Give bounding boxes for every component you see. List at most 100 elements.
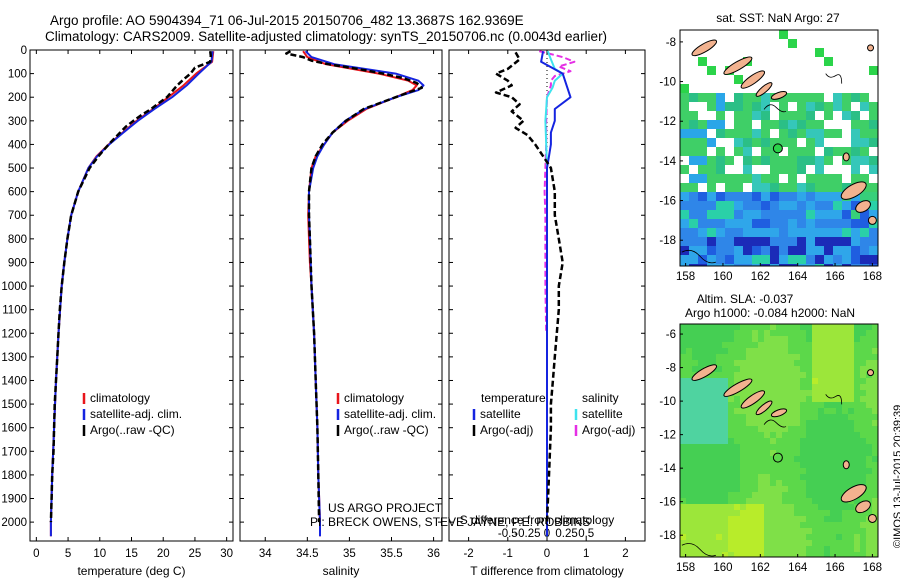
sla-map-cell <box>740 534 746 540</box>
sst-map-cell <box>761 138 770 147</box>
sla-map-cell <box>872 492 878 498</box>
sla-map-cell <box>836 516 842 522</box>
sst-map-cell <box>770 246 779 255</box>
sla-map-cell <box>728 408 734 414</box>
sla-map-cell <box>734 366 740 372</box>
sla-map-cell <box>770 450 776 456</box>
sst-map-cell <box>707 264 716 266</box>
sla-map-cell <box>854 324 860 330</box>
sla-map-cell <box>704 330 710 336</box>
sla-map-cell <box>716 414 722 420</box>
sla-map-cell <box>710 396 716 402</box>
sla-map-cell <box>710 522 716 528</box>
sla-map-cell <box>830 534 836 540</box>
sst-map-cell <box>860 237 869 246</box>
sla-map-cell <box>710 390 716 396</box>
sla-map-cell <box>728 414 734 420</box>
sla-map-cell <box>866 402 872 408</box>
sla-map-cell <box>812 408 818 414</box>
sla-map-cell <box>686 534 692 540</box>
sla-map-cell <box>836 408 842 414</box>
sla-map-cell <box>854 384 860 390</box>
sla-map-cell <box>848 402 854 408</box>
sst-map-cell <box>779 102 788 111</box>
sla-map-cell <box>854 540 860 546</box>
sla-map-cell <box>746 540 752 546</box>
sla-map-cell <box>842 402 848 408</box>
sla-map-cell <box>764 342 770 348</box>
sla-map-cell <box>830 444 836 450</box>
sst-map-cell <box>761 228 770 237</box>
sla-map-cell <box>758 336 764 342</box>
sla-map-cell <box>770 540 776 546</box>
sla-map-cell <box>680 402 686 408</box>
sla-map-cell <box>722 438 728 444</box>
sla-map-cell <box>860 468 866 474</box>
sla-map-cell <box>836 504 842 510</box>
sla-map-cell <box>686 438 692 444</box>
sst-map-cell <box>707 246 716 255</box>
sla-map-cell <box>806 360 812 366</box>
sla-map-cell <box>806 528 812 534</box>
sla-map-cell <box>818 414 824 420</box>
sla-map-cell <box>686 450 692 456</box>
sla-map-cell <box>680 462 686 468</box>
sla-map-cell <box>710 504 716 510</box>
sla-map-cell <box>794 336 800 342</box>
salinity-xtick-label: 35 <box>343 548 356 560</box>
sst-map-cell <box>761 219 770 228</box>
sla-map-cell <box>800 360 806 366</box>
sla-map-cell <box>794 432 800 438</box>
sla-map-cell <box>728 456 734 462</box>
sla-map-cell <box>686 456 692 462</box>
sla-map-cell <box>836 426 842 432</box>
sla-map-cell <box>734 504 740 510</box>
sla-map-cell <box>776 420 782 426</box>
sla-map-cell <box>692 552 698 557</box>
sla-map-cell <box>800 342 806 348</box>
temperature-ytick-label: 1400 <box>1 375 27 387</box>
sla-map-cell <box>836 462 842 468</box>
sla-map-cell <box>872 372 878 378</box>
sla-map-cell <box>776 534 782 540</box>
sla-map-cell <box>680 552 686 557</box>
sla-map-cell <box>752 378 758 384</box>
sla-map-cell <box>758 552 764 557</box>
sla-map-cell <box>710 372 716 378</box>
sst-map-cell <box>788 264 797 266</box>
sla-map-cell <box>770 408 776 414</box>
sla-map-cell <box>728 552 734 557</box>
sst-map-cell <box>770 138 779 147</box>
sst-map-cell <box>689 264 698 266</box>
sla-map-cell <box>758 432 764 438</box>
sst-map-cell <box>698 165 707 174</box>
sla-map-cell <box>830 492 836 498</box>
sla-map-cell <box>854 336 860 342</box>
sla-map-cell <box>728 516 734 522</box>
sla-map-cell <box>872 366 878 372</box>
sst-map-cell <box>743 174 752 183</box>
sst-map-cell <box>716 93 725 102</box>
sla-map-cell <box>812 330 818 336</box>
sla-map-cell <box>782 510 788 516</box>
sla-map-contour <box>763 419 787 428</box>
sla-map-cell <box>812 354 818 360</box>
sla-map-cell <box>698 552 704 557</box>
sst-map-cell <box>716 156 725 165</box>
sst-map-cell <box>779 138 788 147</box>
temp-legend-1-label: satellite-adj. clim. <box>90 407 182 421</box>
sst-map-cell <box>851 120 860 129</box>
temperature-ytick-label: 0 <box>21 45 27 57</box>
sla-map-cell <box>812 348 818 354</box>
sla-map-cell <box>776 396 782 402</box>
sla-map-cell <box>752 540 758 546</box>
sla-map-cell <box>830 486 836 492</box>
sla-map-cell <box>728 360 734 366</box>
sla-map-cell <box>764 324 770 330</box>
sla-map-cell <box>752 534 758 540</box>
sla-map-cell <box>860 474 866 480</box>
sla-map-cell <box>776 498 782 504</box>
sla-map-cell <box>728 426 734 432</box>
sst-map-cell <box>788 201 797 210</box>
